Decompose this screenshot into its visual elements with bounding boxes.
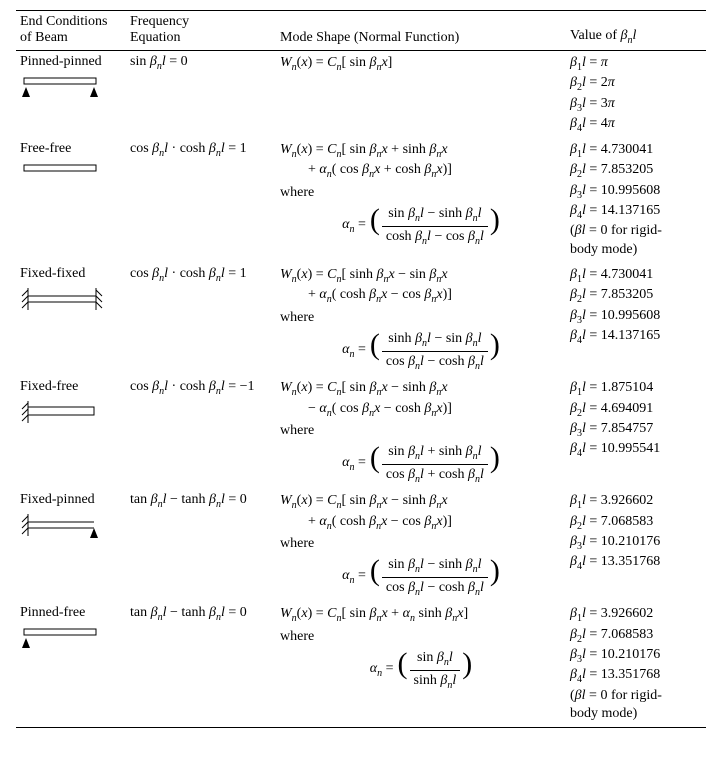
header-frequency-equation: Frequency Equation xyxy=(126,11,276,51)
beta-value-line: β1l = 1.875104 xyxy=(570,379,702,399)
end-condition-cell: Fixed-fixed xyxy=(16,263,126,376)
beta-value-line: β1l = 4.730041 xyxy=(570,266,702,286)
beta-value-line: β2l = 2π xyxy=(570,74,702,94)
beta-value-line: β3l = 3π xyxy=(570,95,702,115)
beta-values: β1l = πβ2l = 2πβ3l = 3πβ4l = 4π xyxy=(566,51,706,139)
alpha-equation: αn = (sin βnlsinh βnl) xyxy=(280,649,562,693)
beta-value-line: β1l = 3.926602 xyxy=(570,492,702,512)
mode-shape: Wn(x) = Cn[ sinh βnx − sin βnx + αn( cos… xyxy=(276,263,566,376)
beta-value-line: β2l = 7.853205 xyxy=(570,161,702,181)
mode-shape: Wn(x) = Cn[ sin βnx − sinh βnx − αn( cos… xyxy=(276,376,566,489)
mode-shape: Wn(x) = Cn[ sin βnx + sinh βnx + αn( cos… xyxy=(276,138,566,263)
frequency-equation: cos βnl · cosh βnl = 1 xyxy=(126,138,276,263)
where-label: where xyxy=(280,535,562,554)
beta-value-line: β4l = 13.351768 xyxy=(570,666,702,686)
fixed-fixed-icon xyxy=(20,286,122,314)
frequency-equation: tan βnl − tanh βnl = 0 xyxy=(126,602,276,727)
beta-value-line: β4l = 4π xyxy=(570,115,702,135)
pinned-pinned-icon xyxy=(20,74,122,102)
beta-values: β1l = 3.926602β2l = 7.068583β3l = 10.210… xyxy=(566,602,706,727)
mode-shape-line: + αn( cosh βnx − cos βnx)] xyxy=(280,513,562,533)
alpha-equation: αn = (sinh βnl − sin βnlcos βnl − cosh β… xyxy=(280,330,562,374)
beam-table-page: End Conditions of Beam Frequency Equatio… xyxy=(0,0,719,768)
end-condition-cell: Free-free xyxy=(16,138,126,263)
mode-shape-line: Wn(x) = Cn[ sin βnx] xyxy=(280,54,562,74)
where-label: where xyxy=(280,628,562,647)
beta-value-line: β2l = 7.853205 xyxy=(570,286,702,306)
end-condition-cell: Pinned-free xyxy=(16,602,126,727)
beta-value-line: β4l = 10.995541 xyxy=(570,440,702,460)
where-label: where xyxy=(280,309,562,328)
beta-value-line: β2l = 7.068583 xyxy=(570,626,702,646)
beta-value-line: (βl = 0 for rigid- xyxy=(570,687,702,706)
header-row: End Conditions of Beam Frequency Equatio… xyxy=(16,11,706,51)
mode-shape: Wn(x) = Cn[ sin βnx] xyxy=(276,51,566,139)
beta-value-line: body mode) xyxy=(570,241,702,260)
beta-value-line: β1l = 3.926602 xyxy=(570,605,702,625)
beta-value-line: β4l = 14.137165 xyxy=(570,327,702,347)
header-beta-value: Value of βnl xyxy=(566,11,706,51)
end-condition-cell: Pinned-pinned xyxy=(16,51,126,139)
mode-shape-line: + αn( cos βnx + cosh βnx)] xyxy=(280,161,562,181)
beta-values: β1l = 1.875104β2l = 4.694091β3l = 7.8547… xyxy=(566,376,706,489)
free-free-icon xyxy=(20,161,122,177)
mode-shape: Wn(x) = Cn[ sin βnx − sinh βnx + αn( cos… xyxy=(276,489,566,602)
mode-shape: Wn(x) = Cn[ sin βnx + αn sinh βnx] where α… xyxy=(276,602,566,727)
frequency-equation: tan βnl − tanh βnl = 0 xyxy=(126,489,276,602)
beta-value-line: β4l = 13.351768 xyxy=(570,553,702,573)
fixed-free-icon xyxy=(20,399,122,427)
end-condition-name: Fixed-fixed xyxy=(20,266,122,282)
mode-shape-line: Wn(x) = Cn[ sin βnx − sinh βnx xyxy=(280,379,562,399)
where-label: where xyxy=(280,422,562,441)
end-condition-cell: Fixed-free xyxy=(16,376,126,489)
where-label: where xyxy=(280,184,562,203)
beta-value-line: β1l = π xyxy=(570,54,702,74)
beta-value-line: β4l = 14.137165 xyxy=(570,202,702,222)
mode-shape-line: Wn(x) = Cn[ sin βnx − sinh βnx xyxy=(280,492,562,512)
alpha-equation: αn = (sin βnl − sinh βnlcosh βnl − cos β… xyxy=(280,205,562,249)
table-row: Pinned-freetan βnl − tanh βnl = 0Wn(x) =… xyxy=(16,602,706,727)
end-condition-name: Fixed-pinned xyxy=(20,492,122,508)
beta-value-line: β1l = 4.730041 xyxy=(570,141,702,161)
frequency-equation: sin βnl = 0 xyxy=(126,51,276,139)
frequency-equation: cos βnl · cosh βnl = 1 xyxy=(126,263,276,376)
fixed-pinned-icon xyxy=(20,512,122,542)
beta-value-line: β2l = 7.068583 xyxy=(570,513,702,533)
beta-values: β1l = 3.926602β2l = 7.068583β3l = 10.210… xyxy=(566,489,706,602)
end-condition-cell: Fixed-pinned xyxy=(16,489,126,602)
beta-value-line: (βl = 0 for rigid- xyxy=(570,222,702,241)
header-mode-shape: Mode Shape (Normal Function) xyxy=(276,11,566,51)
beta-value-line: body mode) xyxy=(570,705,702,724)
alpha-equation: αn = (sin βnl − sinh βnlcos βnl − cosh β… xyxy=(280,556,562,600)
beta-value-line: β3l = 10.995608 xyxy=(570,182,702,202)
table-row: Fixed-freecos βnl · cosh βnl = −1Wn(x) =… xyxy=(16,376,706,489)
mode-shape-line: Wn(x) = Cn[ sin βnx + sinh βnx xyxy=(280,141,562,161)
beam-modes-table: End Conditions of Beam Frequency Equatio… xyxy=(16,10,706,728)
beta-value-line: β3l = 7.854757 xyxy=(570,420,702,440)
table-row: Fixed-fixedcos βnl · cosh βnl = 1Wn(x) =… xyxy=(16,263,706,376)
table-row: Free-freecos βnl · cosh βnl = 1Wn(x) = C… xyxy=(16,138,706,263)
beta-value-line: β3l = 10.210176 xyxy=(570,646,702,666)
mode-shape-line: + αn( cosh βnx − cos βnx)] xyxy=(280,286,562,306)
beta-value-line: β3l = 10.210176 xyxy=(570,533,702,553)
mode-shape-line: Wn(x) = Cn[ sin βnx + αn sinh βnx] xyxy=(280,605,562,625)
beta-value-line: β2l = 4.694091 xyxy=(570,400,702,420)
end-condition-name: Free-free xyxy=(20,141,122,157)
end-condition-name: Fixed-free xyxy=(20,379,122,395)
end-condition-name: Pinned-pinned xyxy=(20,54,122,70)
beta-value-line: β3l = 10.995608 xyxy=(570,307,702,327)
beta-values: β1l = 4.730041β2l = 7.853205β3l = 10.995… xyxy=(566,138,706,263)
mode-shape-line: − αn( cos βnx − cosh βnx)] xyxy=(280,400,562,420)
table-row: Fixed-pinnedtan βnl − tanh βnl = 0Wn(x) … xyxy=(16,489,706,602)
end-condition-name: Pinned-free xyxy=(20,605,122,621)
table-row: Pinned-pinnedsin βnl = 0Wn(x) = Cn[ sin … xyxy=(16,51,706,139)
beta-values: β1l = 4.730041β2l = 7.853205β3l = 10.995… xyxy=(566,263,706,376)
pinned-free-icon xyxy=(20,625,122,653)
frequency-equation: cos βnl · cosh βnl = −1 xyxy=(126,376,276,489)
alpha-equation: αn = (sin βnl + sinh βnlcos βnl + cosh β… xyxy=(280,443,562,487)
header-end-conditions: End Conditions of Beam xyxy=(16,11,126,51)
mode-shape-line: Wn(x) = Cn[ sinh βnx − sin βnx xyxy=(280,266,562,286)
